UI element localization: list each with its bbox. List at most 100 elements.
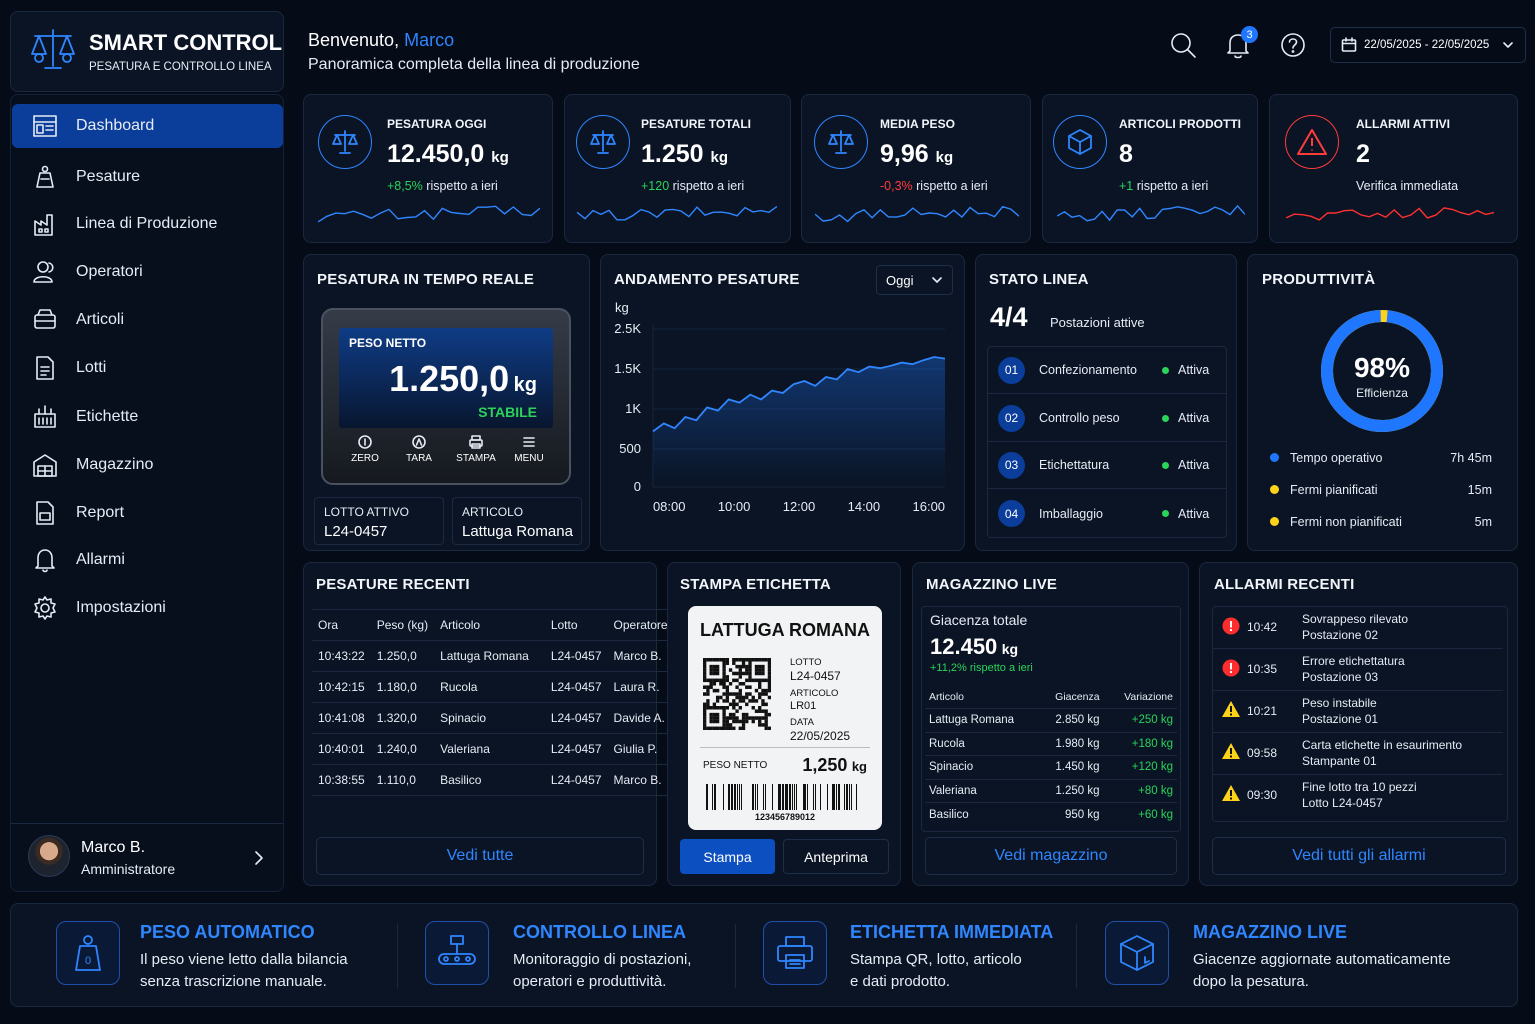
qr-module	[767, 685, 771, 689]
alarm-item[interactable]: 10:42 Sovrappeso rilevato Postazione 02	[1213, 607, 1503, 649]
cell: 950 kg	[1065, 808, 1100, 821]
qr-module	[719, 706, 723, 710]
qr-module	[758, 682, 762, 686]
table-row[interactable]: 10:42:15 1.180,0 Rucola L24-0457 Laura R.	[312, 671, 674, 703]
table-row[interactable]: Valeriana 1.250 kg +80 kg	[925, 779, 1177, 803]
sparkline-path	[1057, 204, 1245, 222]
help-icon[interactable]	[1279, 31, 1307, 59]
label-icon	[34, 405, 56, 428]
alarm-item[interactable]: 09:30 Fine lotto tra 10 pezzi Lotto L24-…	[1213, 775, 1503, 817]
search-icon[interactable]	[1169, 31, 1197, 59]
station-row[interactable]: 01 Confezionamento Attiva	[988, 347, 1226, 394]
kpi-card-media-peso[interactable]: MEDIA PESO 9,96 kg -0,3% rispetto a ieri	[801, 94, 1031, 243]
tare-button[interactable]: TARA	[399, 435, 439, 464]
kpi-delta-text: rispetto a ieri	[672, 179, 745, 193]
sidebar-item-allarmi[interactable]: Allarmi	[12, 538, 283, 582]
qr-module	[751, 719, 755, 724]
barcode-bar	[752, 784, 754, 810]
sidebar-item-label: Report	[76, 504, 125, 521]
alarm-item[interactable]: 10:35 Errore etichettatura Postazione 03	[1213, 649, 1503, 691]
stations-list: 01 Confezionamento Attiva 02 Controllo p…	[976, 346, 1238, 546]
kpi-sparkline	[1057, 204, 1245, 222]
qr-module	[728, 692, 733, 696]
users-icon	[33, 261, 54, 283]
table-row[interactable]: Spinacio 1.450 kg +120 kg	[925, 755, 1177, 780]
donut-arc	[1321, 310, 1443, 432]
sidebar-item-dashboard[interactable]: Dashboard	[12, 104, 283, 148]
notification-bell-icon[interactable]	[1224, 30, 1252, 60]
alarm-item[interactable]: 10:21 Peso instabile Postazione 01	[1213, 691, 1503, 733]
panel-title: STAMPA ETICHETTA	[680, 576, 831, 593]
kpi-card-pesatura-oggi[interactable]: PESATURA OGGI 12.450,0 kg +8,5% rispetto…	[303, 94, 553, 243]
barcode-bar	[763, 784, 764, 810]
kpi-value-unit: kg	[491, 149, 509, 166]
user-role: Amministratore	[81, 861, 176, 877]
sparkline-path	[577, 205, 777, 221]
cell: L24-0457	[534, 640, 608, 672]
qr-module	[741, 726, 746, 730]
station-name: Confezionamento	[1039, 363, 1137, 377]
sidebar-divider	[11, 823, 283, 824]
sidebar-item-label: Dashboard	[76, 117, 155, 134]
sidebar-item-articoli[interactable]: Articoli	[12, 298, 283, 342]
table-row[interactable]: Rucola 1.980 kg +180 kg	[925, 732, 1177, 756]
sidebar-item-impostazioni[interactable]: Impostazioni	[12, 586, 283, 630]
sidebar-item-report[interactable]: Report	[12, 491, 283, 535]
barcode-bar	[789, 784, 791, 810]
sidebar-item-pesature[interactable]: Pesature	[12, 155, 283, 199]
preview-label-button[interactable]: Anteprima	[783, 839, 889, 874]
active-stations-count: 4/4	[990, 302, 1028, 332]
kpi-delta-value: +120	[641, 179, 670, 193]
qr-module	[764, 716, 768, 720]
scale-icon	[814, 115, 868, 169]
legend-dot	[1270, 517, 1279, 526]
barcode-bar	[815, 784, 816, 810]
menu-button[interactable]: MENU	[509, 435, 549, 464]
barcode-bar	[792, 784, 793, 810]
qr-module	[715, 668, 720, 672]
date-range-picker[interactable]: 22/05/2025 - 22/05/2025	[1330, 27, 1526, 63]
feature-divider	[1076, 924, 1077, 988]
column-header: Peso (kg)	[370, 609, 435, 641]
column-header: Articolo	[925, 685, 1039, 709]
user-profile[interactable]: Marco B. Amministratore	[12, 830, 282, 888]
sidebar-item-linea[interactable]: Linea di Produzione	[12, 202, 283, 246]
kpi-value: 8	[1119, 140, 1133, 169]
table-row[interactable]: 10:38:55 1.110,0 Basilico L24-0457 Marco B.	[312, 764, 674, 796]
alarm-time: 10:21	[1247, 704, 1278, 718]
qr-module	[715, 716, 720, 720]
station-row[interactable]: 04 Imballaggio Attiva	[988, 490, 1226, 537]
sidebar-item-operatori[interactable]: Operatori	[12, 250, 283, 294]
table-row[interactable]: 10:40:01 1.240,0 Valeriana L24-0457 Giulia P…	[312, 733, 674, 765]
table-row[interactable]: Lattuga Romana 2.850 kg +250 kg	[925, 708, 1177, 733]
cell: +80 kg	[1107, 779, 1177, 803]
area-fill	[653, 357, 945, 487]
cell: 10:42:15	[312, 671, 371, 703]
print-button[interactable]: STAMPA	[451, 435, 501, 464]
kpi-card-pesature-totali[interactable]: PESATURE TOTALI 1.250 kg +120 rispetto a…	[564, 94, 791, 243]
kpi-card-allarmi-attivi[interactable]: ALLARMI ATTIVI 2 Verifica immediata	[1269, 94, 1518, 243]
station-row[interactable]: 03 Etichettatura Attiva	[988, 442, 1226, 489]
status-dot	[1162, 461, 1169, 469]
qr-module	[738, 658, 742, 662]
table-row[interactable]: Basilico 950 kg +60 kg	[925, 803, 1177, 827]
view-all-alarms-button[interactable]: Vedi tutti gli allarmi	[1212, 837, 1506, 875]
zero-button[interactable]: ZERO	[345, 435, 385, 464]
alarm-item[interactable]: 09:58 Carta etichette in esaurimento Sta…	[1213, 733, 1503, 775]
view-warehouse-button[interactable]: Vedi magazzino	[925, 837, 1177, 875]
station-status: Attiva	[1178, 458, 1210, 472]
barcode-bar	[832, 784, 835, 810]
view-all-weighings-button[interactable]: Vedi tutte	[316, 837, 644, 875]
table-row[interactable]: 10:41:08 1.320,0 Spinacio L24-0457 Davide A.	[312, 702, 674, 734]
qr-module	[703, 719, 707, 724]
sidebar-item-lotti[interactable]: Lotti	[12, 346, 283, 390]
station-row[interactable]: 02 Controllo peso Attiva	[988, 395, 1226, 442]
period-select[interactable]: Oggi	[876, 265, 953, 295]
print-label-button[interactable]: Stampa	[680, 839, 775, 874]
kpi-card-articoli-prodotti[interactable]: ARTICOLI PRODOTTI 8 +1 rispetto a ieri	[1042, 94, 1258, 243]
sidebar-item-etichette[interactable]: Etichette	[12, 395, 283, 439]
warning-icon	[1222, 785, 1240, 801]
qr-module	[751, 699, 755, 703]
sidebar-item-magazzino[interactable]: Magazzino	[12, 443, 283, 487]
table-row[interactable]: 10:43:22 1.250,0 Lattuga Romana L24-0457 Mar…	[312, 640, 674, 672]
